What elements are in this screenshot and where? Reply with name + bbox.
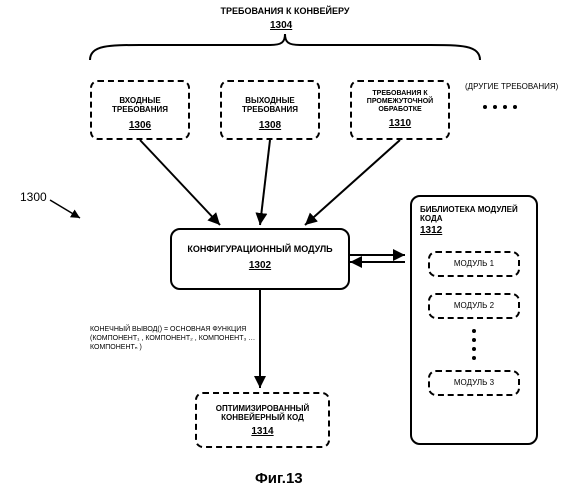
other-req-label: (ДРУГИЕ ТРЕБОВАНИЯ) [465, 82, 558, 91]
library-box: БИБЛИОТЕКА МОДУЛЕЙ КОДА 1312 МОДУЛЬ 1 МО… [410, 195, 538, 445]
module-1-label: МОДУЛЬ 1 [454, 259, 494, 268]
library-ref: 1312 [420, 225, 442, 237]
config-module: КОНФИГУРАЦИОННЫЙ МОДУЛЬ 1302 [170, 228, 350, 290]
module-3-label: МОДУЛЬ 3 [454, 378, 494, 387]
module-1: МОДУЛЬ 1 [428, 251, 520, 277]
module-2: МОДУЛЬ 2 [428, 293, 520, 319]
in3-ref: 1310 [356, 118, 444, 130]
output-title: ОПТИМИЗИРОВАННЫЙ КОНВЕЙЕРНЫЙ КОД [201, 404, 324, 422]
config-ref: 1302 [176, 260, 344, 272]
config-title: КОНФИГУРАЦИОННЫЙ МОДУЛЬ [176, 244, 344, 254]
module-3: МОДУЛЬ 3 [428, 370, 520, 396]
figure-ref: 1300 [20, 190, 47, 204]
output-req-box: ВЫХОДНЫЕ ТРЕБОВАНИЯ 1308 [220, 80, 320, 140]
library-title: БИБЛИОТЕКА МОДУЛЕЙ КОДА [420, 205, 528, 223]
in1-ref: 1306 [96, 120, 184, 132]
diagram-canvas: ТРЕБОВАНИЯ К КОНВЕЙЕРУ 1304 1300 ВХОДНЫЕ… [0, 0, 569, 500]
in1-title: ВХОДНЫЕ ТРЕБОВАНИЯ [96, 96, 184, 114]
output-ref: 1314 [201, 426, 324, 438]
midproc-req-box: ТРЕБОВАНИЯ К ПРОМЕЖУТОЧНОЙ ОБРАБОТКЕ 131… [350, 80, 450, 140]
input-req-box: ВХОДНЫЕ ТРЕБОВАНИЯ 1306 [90, 80, 190, 140]
module-dots [472, 329, 476, 360]
figure-caption: Фиг.13 [255, 470, 303, 487]
formula-text: КОНЕЧНЫЙ ВЫВОД() = ОСНОВНАЯ ФУНКЦИЯ (КОМ… [90, 325, 255, 352]
module-2-label: МОДУЛЬ 2 [454, 301, 494, 310]
in2-title: ВЫХОДНЫЕ ТРЕБОВАНИЯ [226, 96, 314, 114]
pipeline-title: ТРЕБОВАНИЯ К КОНВЕЙЕРУ [180, 6, 390, 16]
in2-ref: 1308 [226, 120, 314, 132]
in3-title: ТРЕБОВАНИЯ К ПРОМЕЖУТОЧНОЙ ОБРАБОТКЕ [356, 90, 444, 114]
optimized-code-box: ОПТИМИЗИРОВАННЫЙ КОНВЕЙЕРНЫЙ КОД 1314 [195, 392, 330, 448]
other-req-dots [480, 98, 520, 116]
pipeline-ref: 1304 [270, 20, 292, 31]
